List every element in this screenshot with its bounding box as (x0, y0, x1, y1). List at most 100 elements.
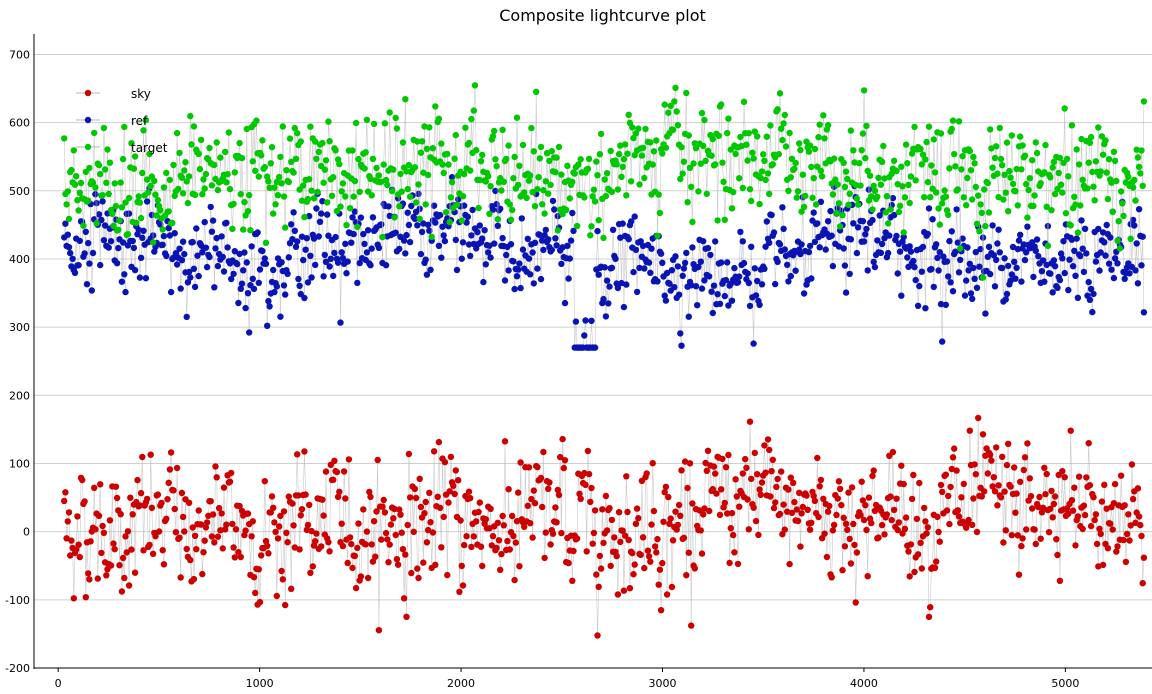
data-point-target (880, 142, 887, 150)
data-point-sky (81, 498, 88, 505)
data-point-ref (83, 281, 91, 288)
data-point-target (206, 144, 213, 152)
data-point-ref (930, 283, 937, 291)
data-point-ref (728, 297, 736, 304)
data-point-target (680, 158, 688, 165)
data-point-ref (300, 256, 307, 264)
data-point-target (864, 167, 871, 175)
data-point-sky (339, 542, 347, 550)
data-point-ref (542, 226, 549, 234)
data-point-sky (776, 510, 784, 518)
data-point-sky (773, 483, 780, 491)
data-point-target (810, 175, 817, 182)
data-point-target (906, 199, 913, 207)
data-point-sky (394, 561, 402, 568)
data-point-sky (354, 544, 361, 552)
data-point-sky (626, 585, 634, 592)
data-point-ref (739, 238, 746, 245)
data-point-target (931, 169, 939, 176)
data-point-sky (632, 520, 640, 527)
data-point-sky (557, 453, 564, 461)
data-point-target (106, 159, 114, 166)
data-point-ref (1039, 257, 1047, 264)
data-point-sky (631, 561, 638, 568)
data-point-target (486, 210, 493, 218)
data-point-target (647, 139, 654, 146)
data-point-sky (614, 591, 622, 598)
data-point-sky (1098, 498, 1106, 505)
data-point-target (259, 137, 266, 144)
data-point-target (1042, 141, 1049, 149)
data-point-sky (710, 463, 718, 470)
data-point-target (422, 201, 429, 208)
data-point-ref (65, 244, 73, 251)
data-point-target (1119, 200, 1126, 207)
data-point-sky (416, 475, 423, 482)
data-point-sky (1123, 530, 1131, 538)
data-point-sky (411, 485, 419, 493)
data-point-sky (476, 499, 483, 506)
data-point-sky (1125, 511, 1132, 518)
data-point-sky (99, 522, 106, 530)
data-point-target (797, 146, 804, 154)
data-point-sky (713, 490, 720, 497)
data-point-sky (473, 518, 480, 525)
data-point-target (927, 194, 934, 201)
data-point-ref (360, 230, 367, 238)
data-point-target (182, 159, 189, 166)
data-point-sky (427, 519, 434, 526)
data-point-ref (827, 207, 834, 215)
data-point-target (278, 180, 285, 187)
data-point-target (1041, 169, 1048, 176)
data-point-sky (960, 480, 967, 488)
data-point-sky (1067, 427, 1074, 434)
data-point-sky (851, 541, 858, 549)
data-point-sky (838, 501, 845, 509)
data-point-ref (241, 249, 248, 256)
data-point-sky (793, 506, 800, 513)
legend-label-sky: sky (131, 87, 151, 101)
data-point-ref (62, 220, 69, 227)
data-point-ref (925, 205, 933, 212)
data-point-ref (871, 263, 879, 271)
data-point-sky (943, 507, 951, 514)
data-point-target (989, 164, 996, 171)
data-point-target (1063, 155, 1071, 163)
data-point-ref (262, 260, 270, 267)
data-point-target (1029, 157, 1036, 164)
data-point-sky (1138, 532, 1145, 540)
data-point-ref (841, 262, 849, 269)
data-point-target (607, 147, 614, 155)
data-point-sky (887, 493, 894, 500)
data-point-target (262, 239, 270, 246)
data-point-sky (1122, 558, 1130, 566)
data-point-target (548, 148, 555, 155)
data-point-sky (842, 520, 850, 527)
data-point-ref (273, 283, 280, 290)
data-point-target (619, 163, 626, 170)
data-point-ref (816, 244, 823, 251)
data-point-target (350, 193, 357, 200)
data-point-sky (364, 574, 372, 582)
data-point-target (834, 181, 841, 188)
data-point-target (999, 162, 1006, 169)
data-point-target (1071, 193, 1078, 200)
data-point-ref (441, 237, 449, 245)
data-point-target (477, 158, 485, 165)
data-point-target (688, 183, 695, 190)
data-point-target (313, 155, 320, 162)
data-point-ref (417, 250, 425, 258)
data-point-target (751, 128, 758, 135)
data-point-sky (195, 507, 202, 514)
data-point-target (258, 152, 265, 159)
data-point-sky (739, 470, 746, 477)
data-point-ref (912, 276, 919, 284)
data-point-sky (667, 515, 674, 522)
data-point-sky (573, 535, 581, 542)
data-point-target (1002, 189, 1009, 196)
data-point-ref (368, 245, 375, 252)
data-point-target (459, 193, 467, 200)
data-point-sky (1061, 474, 1068, 481)
data-point-ref (774, 258, 781, 265)
data-point-target (201, 185, 208, 192)
